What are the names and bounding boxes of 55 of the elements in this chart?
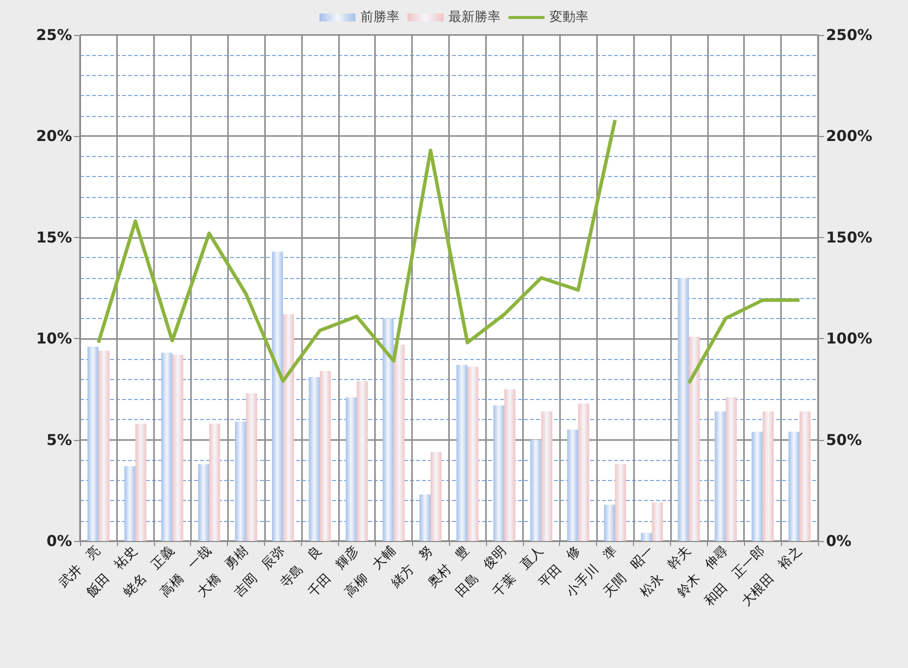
bar: [135, 424, 146, 541]
bar: [161, 352, 172, 541]
bar: [640, 532, 652, 541]
bar: [272, 252, 283, 541]
y2-tick-label: 200%: [826, 127, 872, 146]
bar: [209, 424, 220, 541]
bar: [541, 411, 552, 541]
bar: [394, 344, 405, 541]
legend-label: 前勝率: [360, 9, 400, 25]
bar: [346, 397, 357, 541]
bar: [788, 432, 800, 541]
bar: [714, 411, 726, 541]
legend-label: 変動率: [550, 9, 588, 25]
y-tick-label: 20%: [36, 127, 72, 146]
y2-tick-label: 0%: [826, 532, 852, 550]
bar: [456, 364, 468, 541]
y-tick-label: 25%: [36, 26, 72, 44]
bar: [726, 397, 737, 541]
bar: [615, 464, 626, 541]
bar: [420, 494, 431, 541]
y2-tick-label: 150%: [826, 228, 872, 246]
y-tick-label: 5%: [46, 430, 72, 449]
bar: [282, 314, 294, 541]
bar: [604, 504, 616, 541]
bar: [752, 432, 763, 541]
bar: [504, 389, 516, 541]
bar: [198, 464, 210, 541]
bar: [762, 411, 774, 541]
bar: [87, 346, 98, 541]
bar: [652, 502, 663, 541]
bar: [356, 381, 368, 541]
bar: [320, 370, 331, 541]
legend-label: 最新勝率: [448, 9, 500, 25]
bar: [382, 318, 394, 541]
y2-tick-label: 50%: [826, 430, 862, 449]
y2-tick-label: 100%: [826, 330, 872, 348]
bar: [688, 336, 700, 541]
bar: [678, 278, 689, 541]
bar: [578, 403, 590, 541]
y-tick-label: 0%: [46, 532, 72, 550]
y-tick-label: 15%: [36, 228, 72, 246]
bar: [800, 411, 811, 541]
bar: [246, 393, 258, 541]
bar: [308, 377, 320, 541]
bar: [567, 430, 578, 541]
bar: [467, 366, 478, 541]
bar: [530, 440, 542, 541]
bar: [98, 350, 110, 541]
bar: [172, 354, 184, 541]
bar: [430, 452, 442, 541]
y-tick-label: 10%: [36, 330, 72, 348]
bar: [124, 466, 136, 541]
bar: [235, 422, 246, 541]
bar: [493, 405, 504, 541]
y2-tick-label: 250%: [826, 26, 872, 44]
